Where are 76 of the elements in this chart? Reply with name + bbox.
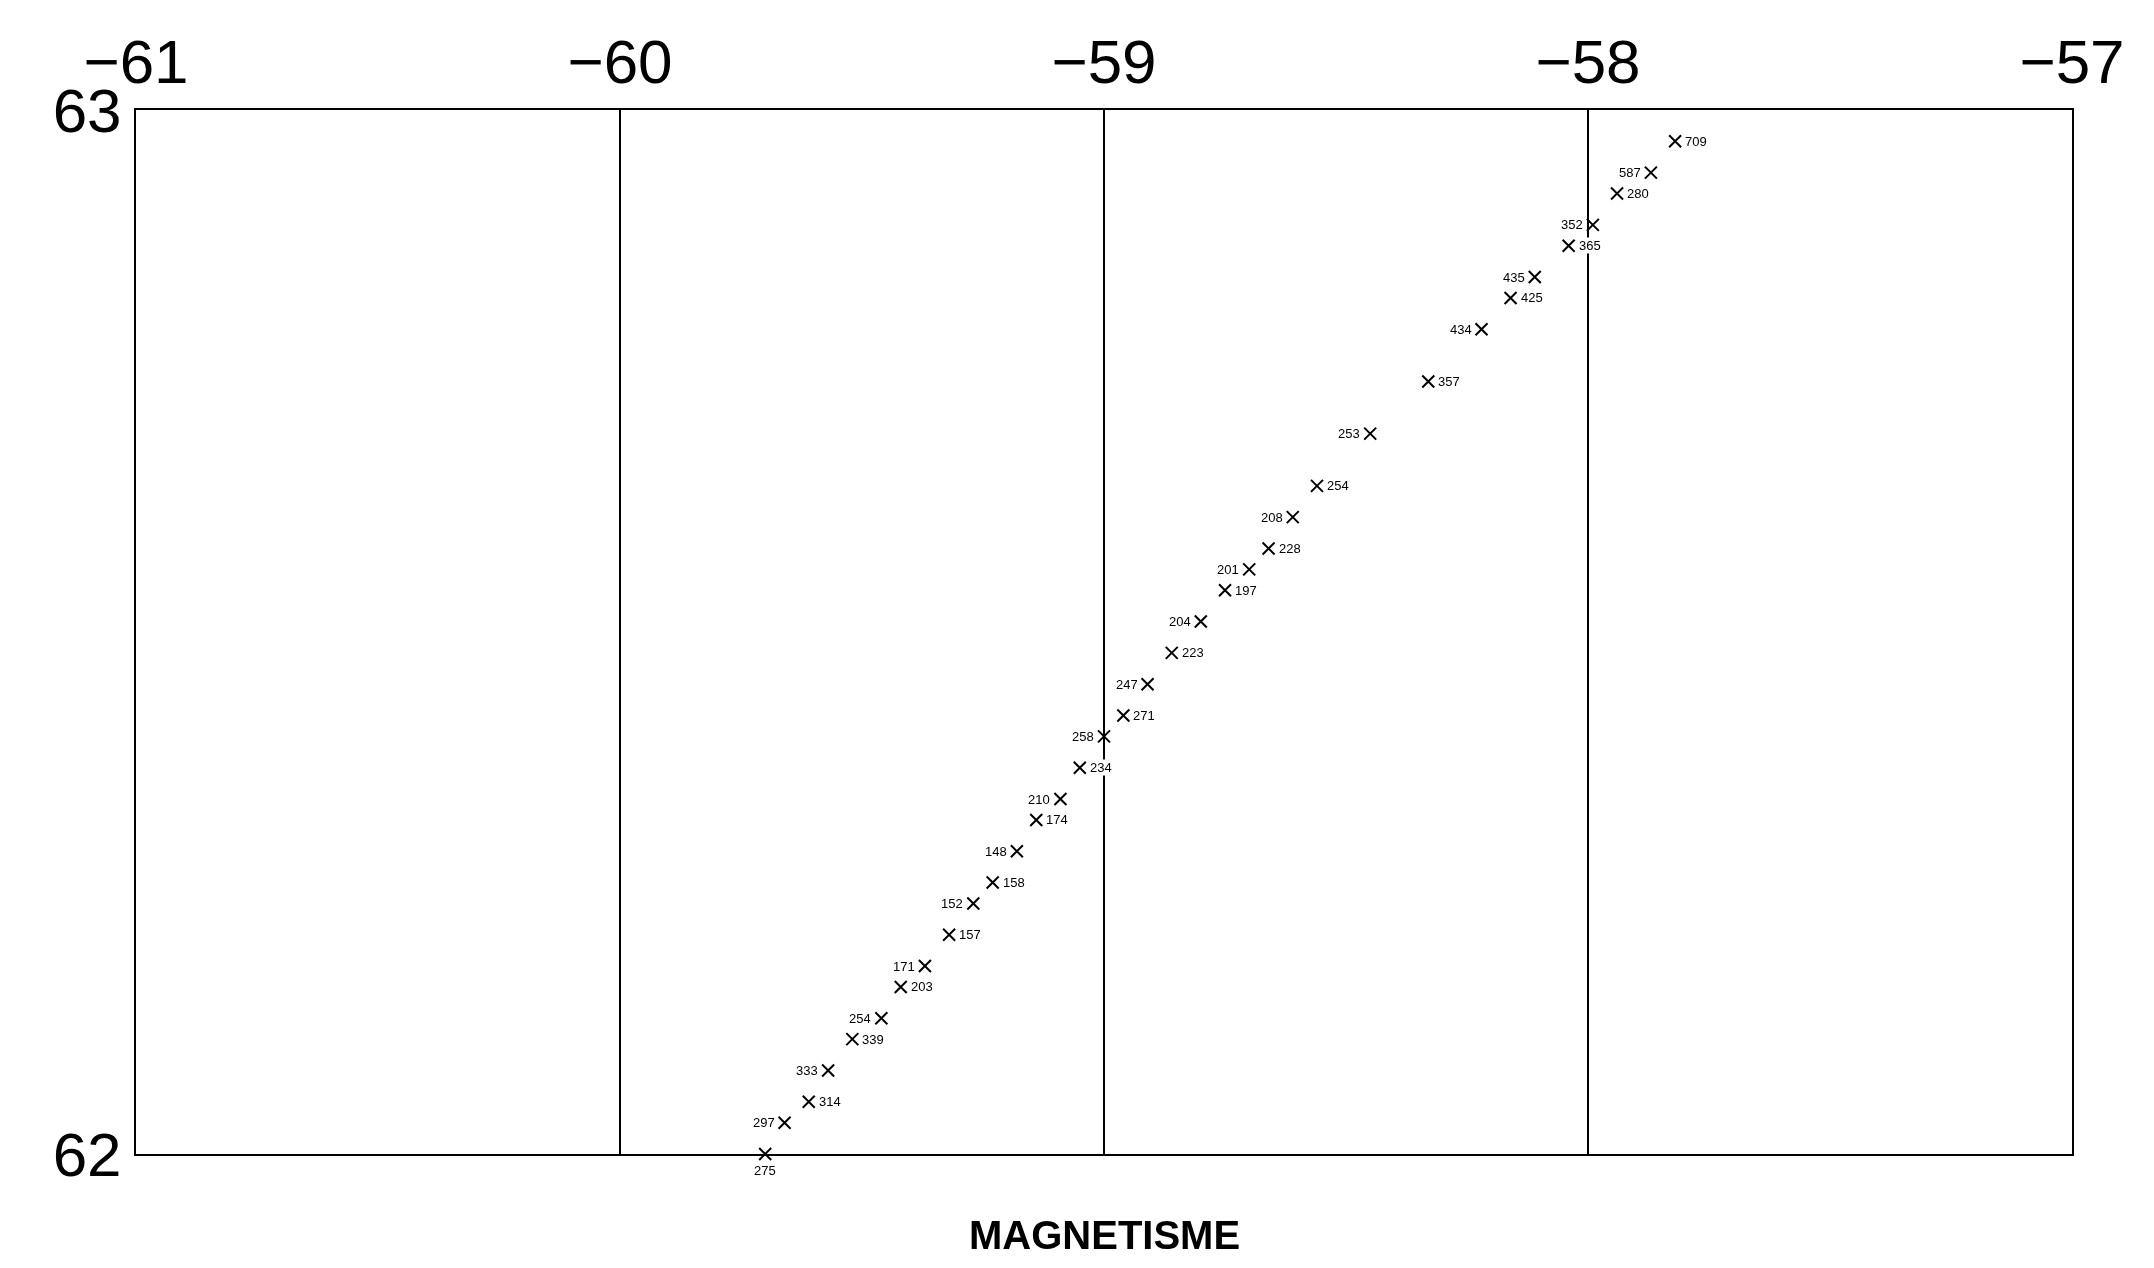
- x-tick-label: −58: [1535, 27, 1641, 97]
- point: [845, 1032, 860, 1047]
- point: [1097, 729, 1111, 744]
- point: [942, 927, 957, 942]
- point: [874, 1011, 889, 1026]
- point: [985, 875, 1000, 890]
- annotation: 254: [1327, 478, 1349, 493]
- annotation: 208: [1261, 510, 1283, 525]
- annotation: 587: [1619, 165, 1641, 180]
- annotation: 280: [1627, 186, 1649, 201]
- point: [1309, 478, 1324, 493]
- annotation: 297: [753, 1115, 775, 1130]
- point: [1029, 812, 1044, 827]
- point: [893, 979, 908, 994]
- annotation: 352: [1561, 217, 1583, 232]
- annotation: 357: [1438, 374, 1460, 389]
- point: [1164, 645, 1179, 660]
- annotation: 258: [1072, 729, 1094, 744]
- x-tick-label: −57: [2019, 27, 2125, 97]
- point: [1668, 134, 1683, 149]
- annotation: 171: [893, 959, 915, 974]
- point: [758, 1147, 773, 1161]
- annotation: 339: [862, 1032, 884, 1047]
- annotation: 314: [819, 1094, 841, 1109]
- point: [966, 896, 981, 911]
- y-tick-label: 62: [52, 1119, 122, 1189]
- annotation: 365: [1579, 238, 1601, 253]
- annotation: 204: [1169, 614, 1191, 629]
- annotation: 434: [1450, 322, 1472, 337]
- point: [1009, 844, 1024, 859]
- annotation: 201: [1217, 562, 1239, 577]
- annotation: 148: [985, 844, 1007, 859]
- x-tick-label: −60: [567, 27, 673, 97]
- point: [1561, 238, 1576, 253]
- annotation: 223: [1182, 645, 1204, 660]
- annotation: 174: [1046, 812, 1068, 827]
- point: [917, 959, 932, 974]
- point: [821, 1063, 836, 1078]
- annotation: 275: [754, 1163, 776, 1178]
- annotation: 333: [796, 1063, 818, 1078]
- point: [1072, 760, 1087, 775]
- annotation: 228: [1279, 541, 1301, 556]
- point: [1421, 374, 1436, 389]
- annotation: 234: [1090, 760, 1112, 775]
- annotation: 203: [911, 979, 933, 994]
- x-tick-label: −59: [1051, 27, 1157, 97]
- annotation: 247: [1116, 677, 1138, 692]
- annotation: 435: [1503, 270, 1525, 285]
- point: [801, 1094, 816, 1109]
- point: [1503, 290, 1518, 305]
- annotation: 210: [1028, 792, 1050, 807]
- annotation: 425: [1521, 290, 1543, 305]
- annotation: 152: [941, 896, 963, 911]
- annotation: 197: [1235, 583, 1257, 598]
- point: [1218, 583, 1232, 598]
- annotation: 271: [1133, 708, 1155, 723]
- point: [1140, 677, 1155, 692]
- annotation: 709: [1685, 134, 1707, 149]
- point: [777, 1115, 792, 1130]
- point: [1053, 792, 1068, 807]
- annotation: 254: [849, 1011, 871, 1026]
- point: [1643, 165, 1658, 180]
- point: [1363, 426, 1378, 441]
- annotation: 158: [1003, 875, 1025, 890]
- point: [1527, 270, 1542, 285]
- point: [1474, 322, 1489, 337]
- point: [1610, 186, 1625, 201]
- annotation: 157: [959, 927, 981, 942]
- x-axis-title: MAGNETISME: [969, 1213, 1241, 1257]
- point: [1193, 614, 1208, 629]
- point: [1285, 510, 1300, 525]
- point: [1116, 708, 1131, 723]
- point: [1242, 562, 1257, 577]
- point: [1585, 217, 1600, 232]
- point: [1261, 541, 1276, 556]
- annotation: 253: [1338, 426, 1360, 441]
